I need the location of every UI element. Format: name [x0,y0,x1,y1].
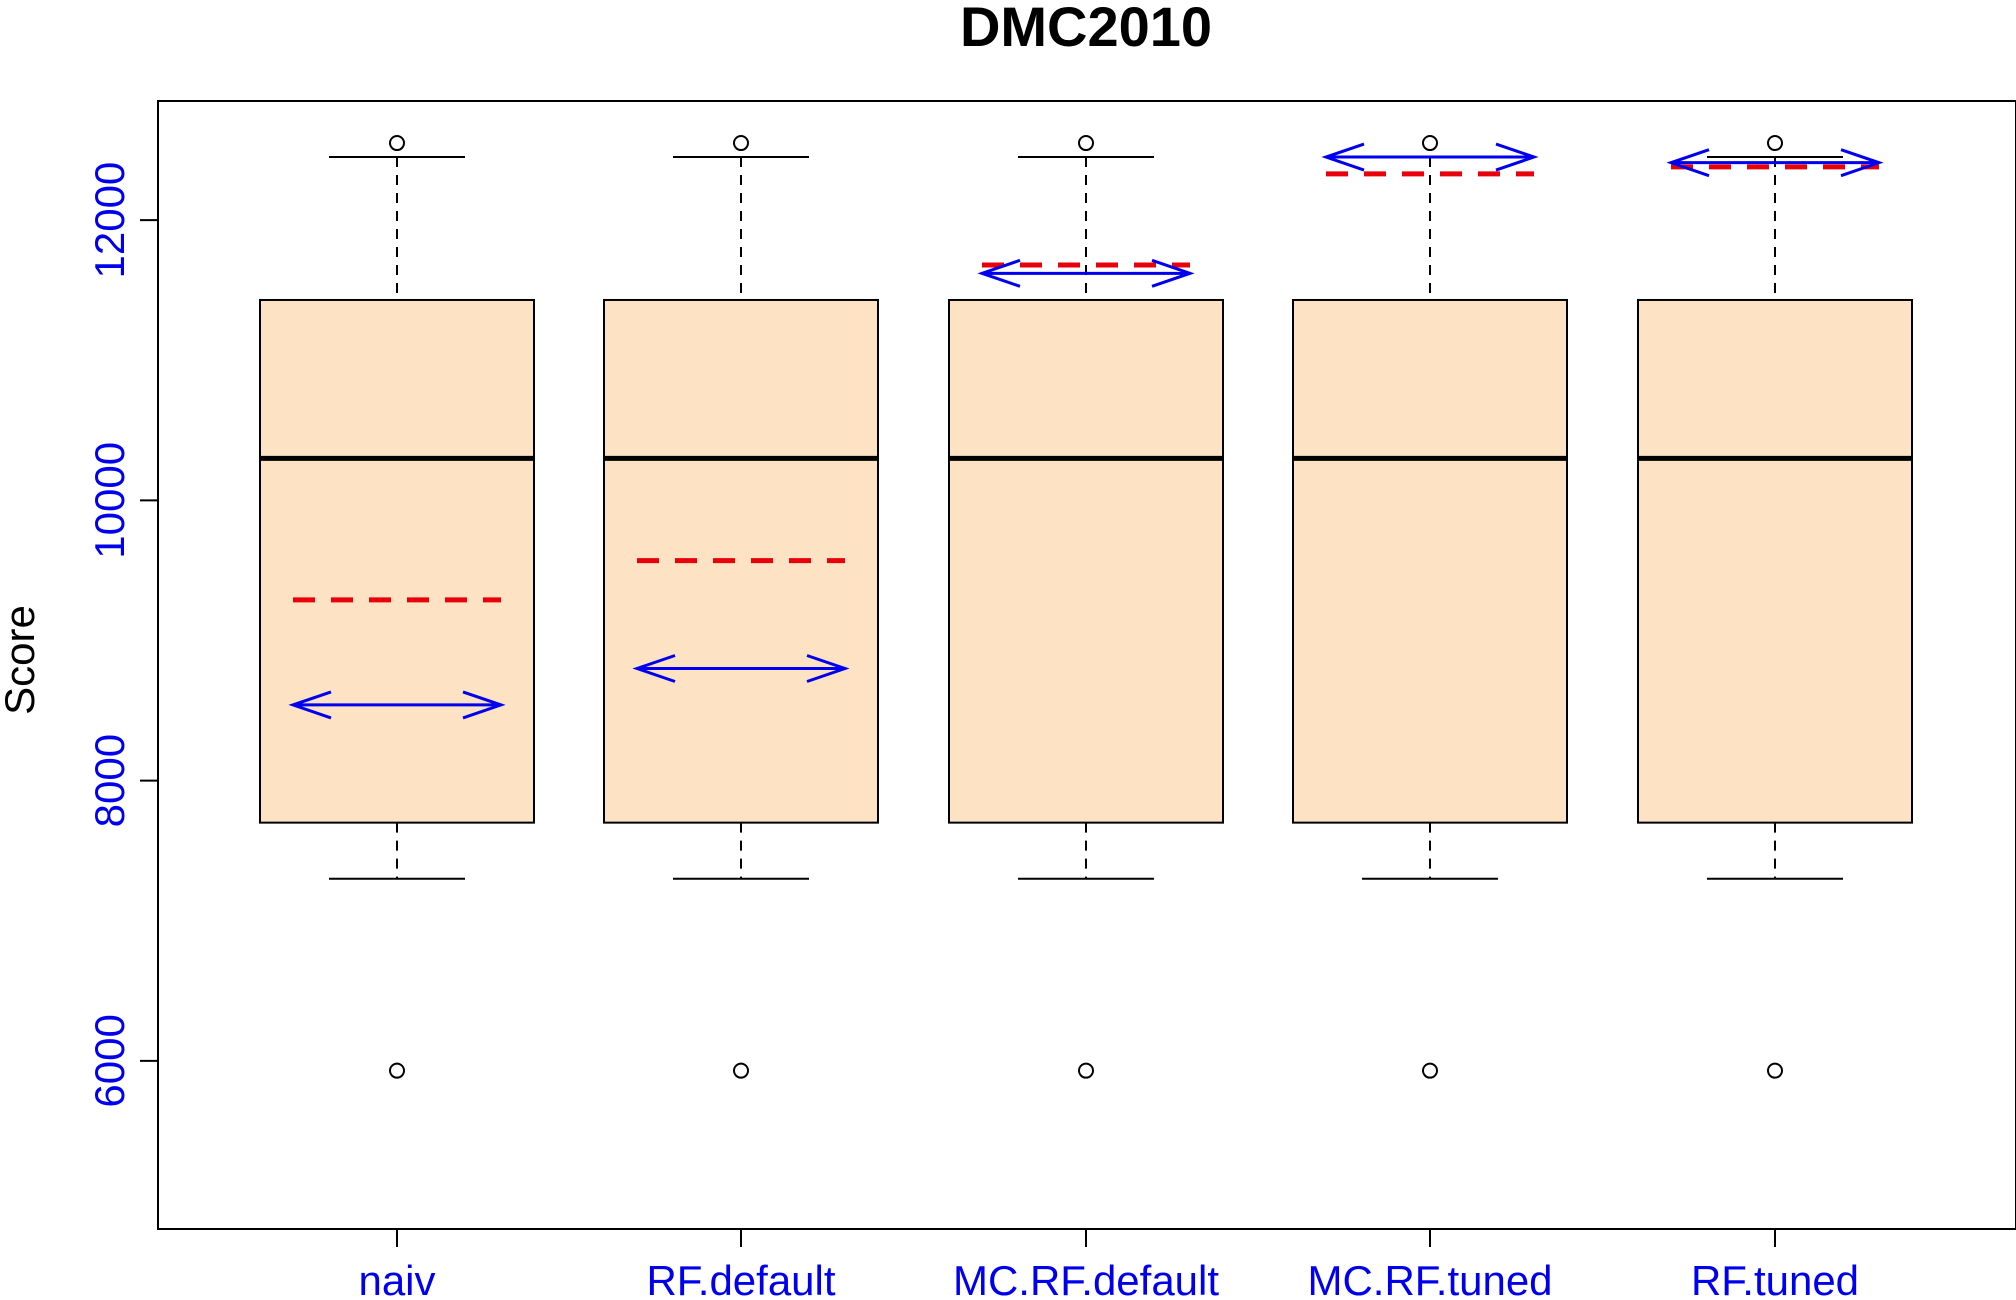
box-naiv [260,136,534,1078]
box-iqr [949,300,1223,823]
outlier-point [1423,1064,1437,1078]
double-arrow-marker [982,260,1190,286]
x-tick-label: RF.default [646,1257,835,1300]
y-tick-label: 12000 [86,162,133,279]
boxes [260,136,1912,1078]
chart-title: DMC2010 [960,0,1212,58]
outlier-point [1079,1064,1093,1078]
y-axis-label: Score [0,605,43,715]
box-iqr [1638,300,1912,823]
box-iqr [1293,300,1567,823]
outlier-point [1079,136,1093,150]
box-MC.RF.tuned [1293,136,1567,1078]
y-axis: 6000 8000 10000 12000 [86,162,158,1108]
outlier-point [1768,136,1782,150]
double-arrow-marker [1671,150,1879,176]
box-RF.default [604,136,878,1078]
box-iqr [260,300,534,823]
x-axis: naiv RF.default MC.RF.default MC.RF.tuned RF… [358,1229,1859,1300]
x-tick-label: naiv [358,1257,435,1300]
outlier-point [390,136,404,150]
outlier-point [1423,136,1437,150]
outlier-point [1768,1064,1782,1078]
y-tick-label: 6000 [86,1014,133,1107]
x-tick-label: MC.RF.default [953,1257,1219,1300]
x-tick-label: MC.RF.tuned [1307,1257,1552,1300]
outlier-point [734,136,748,150]
y-tick-label: 8000 [86,734,133,827]
y-tick-label: 10000 [86,442,133,559]
box-RF.tuned [1638,136,1912,1078]
outlier-point [734,1064,748,1078]
outlier-point [390,1064,404,1078]
x-tick-label: RF.tuned [1691,1257,1859,1300]
